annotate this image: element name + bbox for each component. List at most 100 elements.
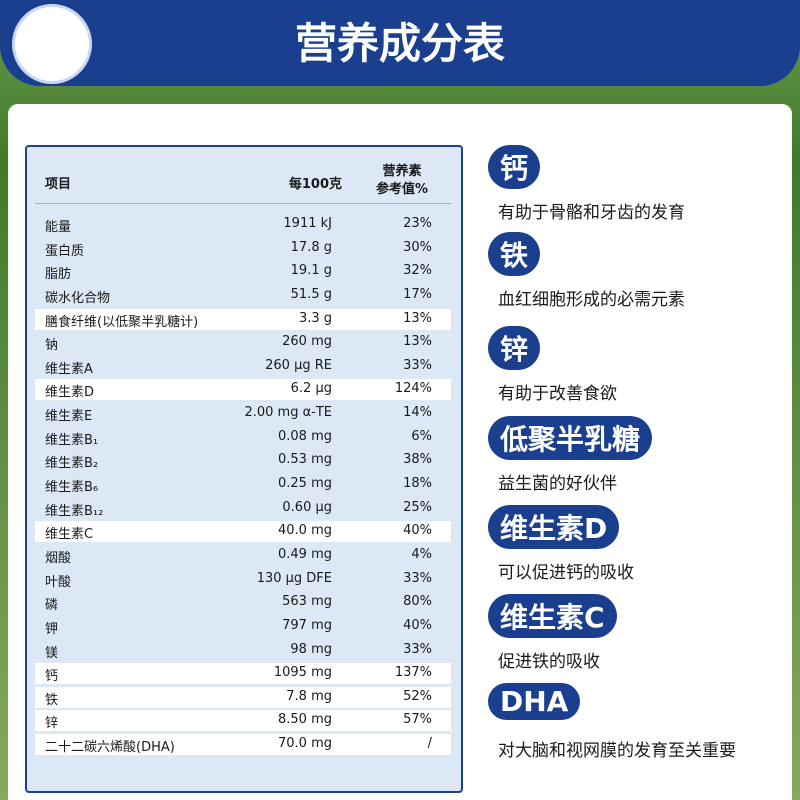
row-name: 磷 xyxy=(45,598,59,614)
row-name: 蛋白质 xyxy=(45,243,85,259)
row-name: 钾 xyxy=(45,621,59,637)
header-nrv: 参考值% xyxy=(375,182,429,197)
row-name: 维生素B₁ xyxy=(45,432,99,448)
row-nrv: 57% xyxy=(403,712,432,728)
row-name: 能量 xyxy=(45,220,72,235)
row-nrv: 17% xyxy=(403,286,432,302)
row-amount: 1911 kJ xyxy=(283,216,332,231)
row-nrv: 80% xyxy=(403,594,432,610)
feature-label: 铁 xyxy=(488,232,541,276)
row-name: 维生素B₂ xyxy=(45,456,99,472)
feature-label: DHA xyxy=(488,683,581,720)
row-name: 烟酸 xyxy=(45,550,72,566)
row-nrv: 13% xyxy=(403,310,432,326)
feature-label: 钙 xyxy=(488,145,541,189)
feature-text: 有助于骨骼和牙齿的发育 xyxy=(498,203,685,223)
row-highlight xyxy=(35,686,451,708)
row-amount: 40.0 mg xyxy=(278,523,332,539)
row-nrv: 6% xyxy=(411,428,432,444)
row-amount: 70.0 mg xyxy=(278,736,332,752)
row-nrv: 30% xyxy=(403,239,432,255)
row-highlight xyxy=(35,663,451,685)
row-nrv: 13% xyxy=(403,334,432,350)
row-amount: 0.25 mg xyxy=(278,476,332,492)
row-amount: 2.00 mg α-TE xyxy=(244,405,332,421)
row-nrv: 25% xyxy=(403,499,432,515)
row-name: 二十二碳六烯酸(DHA) xyxy=(45,740,175,756)
row-nrv: 4% xyxy=(411,546,432,562)
row-nrv: 33% xyxy=(403,570,432,586)
row-amount: 260 mg xyxy=(282,334,332,350)
row-amount: 7.8 mg xyxy=(286,688,332,704)
row-name: 维生素C xyxy=(45,527,94,543)
row-amount: 17.8 g xyxy=(290,239,332,255)
row-amount: 0.53 mg xyxy=(278,452,332,468)
row-nrv: 40% xyxy=(403,617,432,633)
row-amount: 8.50 mg xyxy=(278,712,332,728)
header-rule xyxy=(35,203,451,204)
row-highlight xyxy=(35,308,451,330)
row-nrv: 14% xyxy=(403,405,432,421)
banner xyxy=(0,0,800,86)
row-amount: 563 mg xyxy=(282,594,332,610)
feature-label: 维生素C xyxy=(488,594,617,638)
row-nrv: / xyxy=(427,736,432,752)
row-name: 维生素B₁₂ xyxy=(45,503,104,519)
feature-text: 益生菌的好伙伴 xyxy=(498,474,617,494)
feature-text: 血红细胞形成的必需元素 xyxy=(498,290,685,310)
row-amount: 6.2 μg xyxy=(290,381,332,397)
row-name: 碳水化合物 xyxy=(45,290,111,306)
row-nrv: 38% xyxy=(403,452,432,468)
row-amount: 51.5 g xyxy=(290,286,332,302)
row-amount: 130 μg DFE xyxy=(256,570,332,586)
feature-label: 锌 xyxy=(488,326,541,370)
header-item: 项目 xyxy=(45,177,72,192)
row-highlight xyxy=(35,379,451,401)
row-nrv: 40% xyxy=(403,523,432,539)
row-amount: 19.1 g xyxy=(290,263,332,279)
title: 营养成分表 xyxy=(294,19,505,68)
row-amount: 0.08 mg xyxy=(278,428,332,444)
logo-drop xyxy=(12,4,92,84)
row-name: 叶酸 xyxy=(45,574,72,590)
row-amount: 0.60 μg xyxy=(282,499,332,515)
row-nrv: 124% xyxy=(394,381,432,397)
row-name: 镁 xyxy=(45,645,59,661)
feature-text: 对大脑和视网膜的发育至关重要 xyxy=(498,741,736,761)
row-highlight xyxy=(35,734,451,756)
table-box xyxy=(25,145,463,793)
feature-label: 维生素D xyxy=(488,505,620,549)
row-amount: 98 mg xyxy=(290,641,332,657)
feature-label: 低聚半乳糖 xyxy=(488,416,653,460)
row-name: 脂肪 xyxy=(45,267,72,283)
row-name: 维生素B₆ xyxy=(45,480,99,496)
row-amount: 0.49 mg xyxy=(278,546,332,562)
row-name: 维生素D xyxy=(45,385,95,401)
feature-text: 可以促进钙的吸收 xyxy=(498,563,634,583)
header-amount: 每100克 xyxy=(288,177,342,192)
row-nrv: 33% xyxy=(403,357,432,373)
row-amount: 797 mg xyxy=(282,617,332,633)
row-nrv: 52% xyxy=(403,688,432,704)
header-nrv: 营养素 xyxy=(382,164,422,179)
row-highlight xyxy=(35,521,451,543)
row-amount: 1095 mg xyxy=(273,665,332,681)
row-nrv: 32% xyxy=(403,263,432,279)
feature-text: 有助于改善食欲 xyxy=(498,384,617,404)
row-name: 维生素A xyxy=(45,361,93,377)
row-name: 铁 xyxy=(45,692,59,708)
row-name: 锌 xyxy=(45,716,59,732)
row-name: 维生素E xyxy=(45,409,93,425)
row-name: 钙 xyxy=(45,669,59,685)
feature-text: 促进铁的吸收 xyxy=(498,652,600,672)
row-nrv: 23% xyxy=(403,216,432,231)
row-name: 钠 xyxy=(45,338,59,354)
row-name: 膳食纤维(以低聚半乳糖计) xyxy=(45,314,199,330)
row-nrv: 18% xyxy=(403,476,432,492)
row-amount: 260 μg RE xyxy=(265,357,332,373)
row-amount: 3.3 g xyxy=(298,310,332,326)
row-nrv: 137% xyxy=(394,665,432,681)
row-highlight xyxy=(35,710,451,732)
row-nrv: 33% xyxy=(403,641,432,657)
